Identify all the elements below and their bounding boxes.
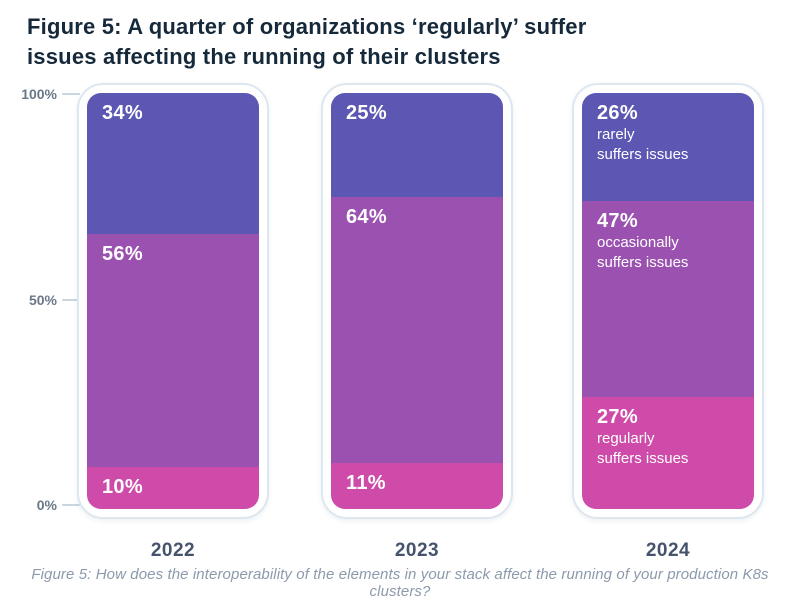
segment-series-label: rarely — [597, 126, 635, 143]
x-axis-label-2023: 2023 — [394, 540, 440, 561]
bar-stack: 26% rarely suffers issues 47% occasionally su… — [582, 93, 754, 509]
bar-frame: 25% 64% 11% — [321, 83, 513, 519]
segment-series-label: suffers issues — [597, 449, 689, 467]
bar-frame: 26% rarely suffers issues 47% occasionally su… — [572, 83, 764, 519]
bar-stack: 34% 56% 10% — [87, 93, 259, 509]
segment-series-label: regularly — [597, 429, 655, 447]
bar-segment: 56% — [87, 234, 259, 468]
bar-column-2024: 26% rarely suffers issues 47% occasionally su… — [572, 83, 764, 562]
bar-frame: 34% 56% 10% — [77, 83, 269, 519]
segment-value-label: 11% — [346, 472, 386, 495]
x-axis-label-2022: 2022 — [150, 540, 196, 561]
bar-segment: 34% — [87, 93, 259, 235]
y-axis-tick-label: 0% — [36, 497, 57, 513]
segment-value-label: 27% — [597, 405, 638, 428]
segment-series-label: suffers issues — [597, 254, 689, 272]
segment-value-label: 10% — [102, 476, 143, 499]
segment-value-label: 26% — [597, 102, 638, 124]
tick-dash — [62, 504, 80, 506]
segment-value-label: 47% — [597, 210, 638, 233]
segment-value-label: 64% — [346, 206, 387, 228]
stacked-bar-chart: 100% 50% 0% 34% 56% 10% 2022 25% 64% 11% 2023 26% r… — [0, 83, 800, 563]
figure-caption: Figure 5: How does the interoperability … — [31, 566, 769, 600]
bar-column-2022: 34% 56% 10% 2022 — [77, 83, 269, 562]
bar-stack: 25% 64% 11% — [331, 93, 503, 509]
segment-value-label: 34% — [102, 102, 143, 124]
bar-segment: 64% — [331, 197, 503, 464]
bar-segment: 10% — [87, 467, 259, 509]
y-axis-tick: 50% — [0, 292, 80, 308]
x-axis-label-2024: 2024 — [645, 540, 691, 561]
segment-value-label: 25% — [346, 102, 387, 124]
y-axis-tick: 100% — [0, 86, 80, 102]
segment-series-label: suffers issues — [597, 145, 689, 163]
bar-segment: 27% regularly suffers issues — [582, 396, 754, 509]
bar-column-2023: 25% 64% 11% 2023 — [321, 83, 513, 562]
figure-title: Figure 5: A quarter of organizations ‘re… — [27, 14, 587, 70]
tick-dash — [62, 93, 80, 95]
bar-segment: 11% — [331, 463, 503, 509]
segment-series-label: occasionally — [597, 234, 679, 252]
y-axis-tick-label: 100% — [21, 86, 57, 102]
bar-segment: 26% rarely suffers issues — [582, 93, 754, 202]
y-axis-tick-label: 50% — [28, 292, 57, 308]
bar-segment: 25% — [331, 93, 503, 197]
bar-segment: 47% occasionally suffers issues — [582, 201, 754, 397]
y-axis-tick: 0% — [0, 497, 80, 513]
tick-dash — [62, 299, 80, 301]
segment-value-label: 56% — [102, 243, 143, 266]
